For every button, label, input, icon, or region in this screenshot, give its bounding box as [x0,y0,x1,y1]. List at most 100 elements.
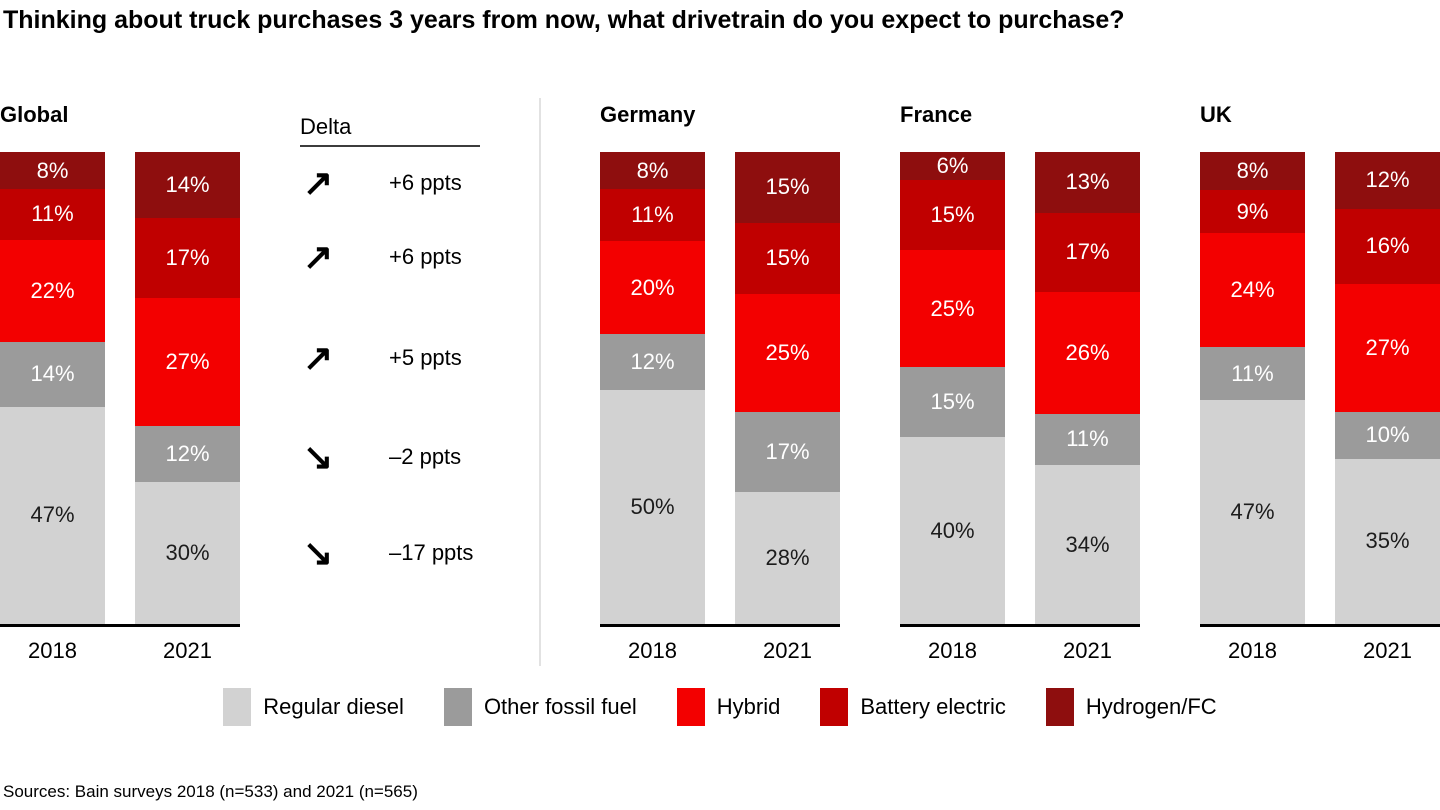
year-label: 2021 [1363,638,1412,663]
segment-hybrid: 24% [1200,233,1305,348]
group-germany: Germany 8% 11% 20% 12% 50% 15% 15% 25% 17% 28% 2018… [600,100,840,670]
segment-hydrogen-fc: 15% [735,152,840,223]
segment-regular-diesel: 47% [1200,399,1305,624]
stacked-bar-global-2018: 8% 11% 22% 14% 47% [0,152,105,624]
axis-line [1200,624,1440,627]
segment-other-fossil-fuel: 10% [1335,411,1440,459]
segment-battery-electric: 16% [1335,208,1440,285]
trend-up-icon: ↗ [303,162,334,203]
delta-value: +5 ppts [389,345,462,370]
stacked-bar-uk-2021: 12% 16% 27% 10% 35% [1335,152,1440,624]
segment-hybrid: 25% [735,293,840,412]
trend-down-icon: ↘ [303,436,334,477]
group-title: France [900,102,973,127]
bars-uk: 8% 9% 24% 11% 47% 12% 16% 27% 10% 35% [1200,152,1440,624]
segment-battery-electric: 11% [600,189,705,241]
trend-up-icon: ↗ [303,337,334,378]
legend-swatch-hydrogen-fc [1045,688,1074,726]
axis-line [900,624,1140,627]
stacked-bar-germany-2021: 15% 15% 25% 17% 28% [735,152,840,624]
segment-hydrogen-fc: 8% [1200,152,1305,191]
segment-hydrogen-fc: 13% [1035,152,1140,213]
segment-hybrid: 27% [1335,284,1440,412]
delta-underline [300,145,480,147]
year-label: 2018 [28,638,77,663]
legend-label: Battery electric [860,694,1006,719]
segment-battery-electric: 15% [735,222,840,294]
segment-hybrid: 26% [1035,292,1140,414]
delta-header: Delta [300,114,352,139]
segment-battery-electric: 17% [135,218,240,299]
stacked-bar-france-2021: 13% 17% 26% 11% 34% [1035,152,1140,624]
year-label: 2018 [928,638,977,663]
segment-hydrogen-fc: 12% [1335,152,1440,209]
legend-swatch-battery-electric [820,688,849,726]
legend-swatch-other-fossil-fuel [443,688,472,726]
segment-other-fossil-fuel: 15% [900,366,1005,438]
segment-battery-electric: 17% [1035,212,1140,293]
segment-battery-electric: 11% [0,189,105,240]
segment-regular-diesel: 47% [0,406,105,624]
stacked-bar-global-2021: 14% 17% 27% 12% 30% [135,152,240,624]
delta-value: –2 ppts [389,444,462,469]
year-label: 2021 [763,638,812,663]
delta-row-regular-diesel: ↘ –17 ppts [303,533,473,573]
segment-regular-diesel: 28% [735,491,840,624]
segment-other-fossil-fuel: 11% [1200,347,1305,400]
segment-hybrid: 25% [900,250,1005,367]
chart-title: Thinking about truck purchases 3 years f… [3,6,1125,34]
group-france: France 6% 15% 25% 15% 40% 13% 17% 26% 11% 34% 2018 2… [900,100,1140,670]
year-label: 2018 [1228,638,1277,663]
segment-hybrid: 22% [0,239,105,342]
group-global: Global 8% 11% 22% 14% 47% 14% 17% 27% 12% 30% 2018 2… [0,100,240,670]
group-title: Global [0,102,69,127]
legend-item-regular-diesel: Regular diesel [223,688,404,726]
segment-regular-diesel: 50% [600,390,705,624]
trend-up-icon: ↗ [303,236,334,277]
year-label: 2021 [163,638,212,663]
year-label: 2018 [628,638,677,663]
segment-battery-electric: 15% [900,180,1005,251]
legend-item-hydrogen-fc: Hydrogen/FC [1045,688,1217,726]
source-note: Sources: Bain surveys 2018 (n=533) and 2… [3,782,418,801]
stacked-bar-germany-2018: 8% 11% 20% 12% 50% [600,152,705,624]
segment-regular-diesel: 40% [900,437,1005,624]
group-title: UK [1200,102,1232,127]
segment-other-fossil-fuel: 11% [1035,413,1140,466]
segment-hydrogen-fc: 6% [900,152,1005,181]
stacked-bar-uk-2018: 8% 9% 24% 11% 47% [1200,152,1305,624]
delta-value: +6 ppts [389,170,462,195]
legend-label: Other fossil fuel [483,694,637,719]
year-labels: 2018 2021 [1200,638,1440,664]
delta-value: –17 ppts [389,540,474,565]
stacked-bar-france-2018: 6% 15% 25% 15% 40% [900,152,1005,624]
legend-item-hybrid: Hybrid [676,688,781,726]
legend-swatch-regular-diesel [223,688,252,726]
legend-item-battery-electric: Battery electric [820,688,1006,726]
year-labels: 2018 2021 [900,638,1140,664]
legend-label: Hydrogen/FC [1085,694,1217,719]
axis-line [600,624,840,627]
delta-row-other-fossil-fuel: ↘ –2 ppts [303,437,461,477]
bars-france: 6% 15% 25% 15% 40% 13% 17% 26% 11% 34% [900,152,1140,624]
delta-column: Delta ↗ +6 ppts ↗ +6 ppts ↗ +5 ppts ↘ –2 ppts ↘ –… [300,100,482,600]
legend-label: Hybrid [716,694,781,719]
year-label: 2021 [1063,638,1112,663]
bars-global: 8% 11% 22% 14% 47% 14% 17% 27% 12% 30% [0,152,240,624]
segment-hybrid: 20% [600,240,705,335]
year-labels: 2018 2021 [0,638,240,664]
segment-other-fossil-fuel: 14% [0,341,105,407]
segment-hybrid: 27% [135,298,240,426]
segment-hydrogen-fc: 14% [135,152,240,219]
segment-other-fossil-fuel: 17% [735,411,840,492]
segment-regular-diesel: 35% [1335,458,1440,624]
section-divider [539,98,541,666]
segment-hydrogen-fc: 8% [600,152,705,190]
delta-row-battery-electric: ↗ +6 ppts [303,237,462,277]
segment-regular-diesel: 34% [1035,465,1140,624]
segment-battery-electric: 9% [1200,190,1305,234]
axis-line [0,624,240,627]
year-labels: 2018 2021 [600,638,840,664]
delta-value: +6 ppts [389,244,462,269]
